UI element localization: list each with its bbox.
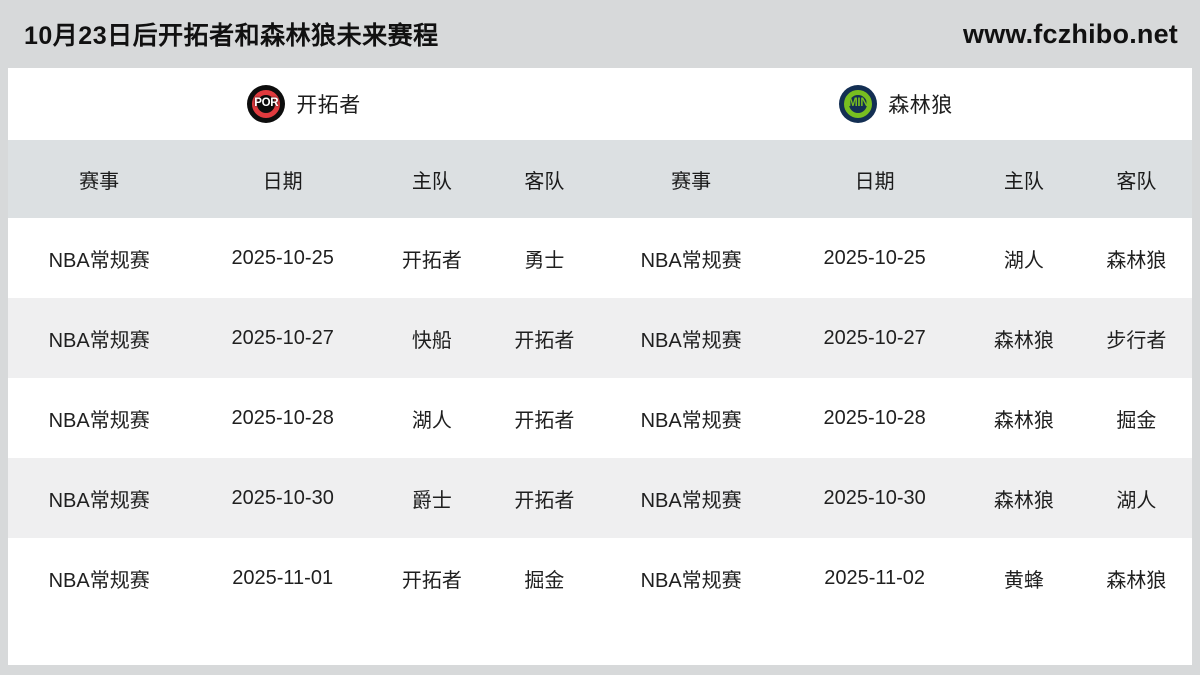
cell-left-home: 开拓者 <box>375 538 489 618</box>
cell-left-event: NBA常规赛 <box>8 218 191 298</box>
cell-left-away: 勇士 <box>488 218 600 298</box>
cell-right-away: 步行者 <box>1080 298 1192 378</box>
timberwolves-team-name: 森林狼 <box>888 94 953 117</box>
cell-right-home: 森林狼 <box>967 378 1081 458</box>
column-header-home-right[interactable]: 主队 <box>967 140 1081 218</box>
column-header-away-right[interactable]: 客队 <box>1080 140 1192 218</box>
cell-right-date: 2025-11-02 <box>782 538 967 618</box>
cell-left-home: 开拓者 <box>375 218 489 298</box>
cell-right-date: 2025-10-28 <box>782 378 967 458</box>
table-row[interactable]: NBA常规赛 2025-10-28 湖人 开拓者 NBA常规赛 2025-10-28 森林狼… <box>8 378 1192 458</box>
cell-left-home: 湖人 <box>375 378 489 458</box>
timberwolves-logo-abbr: MIN <box>848 97 869 110</box>
blazers-logo-icon: POR <box>247 85 286 123</box>
table-head: 赛事 日期 主队 客队 赛事 日期 主队 客队 <box>8 140 1192 218</box>
cell-right-event: NBA常规赛 <box>599 458 783 538</box>
cell-left-date: 2025-10-27 <box>190 298 376 378</box>
cell-left-event: NBA常规赛 <box>8 298 191 378</box>
cell-right-date: 2025-10-27 <box>782 298 967 378</box>
table-row[interactable]: NBA常规赛 2025-10-27 快船 开拓者 NBA常规赛 2025-10-27 森林狼… <box>8 298 1192 378</box>
blazers-team-name: 开拓者 <box>296 94 361 117</box>
blazers-logo-abbr: POR <box>254 97 279 110</box>
site-watermark: www.fczhibo.net <box>963 18 1178 49</box>
cell-right-away: 掘金 <box>1080 378 1192 458</box>
team-header-timberwolves[interactable]: MIN 森林狼 <box>600 68 1192 140</box>
cell-left-away: 开拓者 <box>488 378 600 458</box>
table-header-row: 赛事 日期 主队 客队 赛事 日期 主队 客队 <box>8 140 1192 218</box>
team-header-row: POR 开拓者 MIN 森林狼 <box>8 68 1192 140</box>
table-bottom-filler <box>8 618 1192 665</box>
table-body: NBA常规赛 2025-10-25 开拓者 勇士 NBA常规赛 2025-10-25 湖人森… <box>8 218 1192 618</box>
cell-right-home: 湖人 <box>967 218 1081 298</box>
logo-ring <box>844 90 873 118</box>
title-bar: 10月23日后开拓者和森林狼未来赛程 www.fczhibo.net <box>0 0 1200 68</box>
table-row[interactable]: NBA常规赛 2025-10-25 开拓者 勇士 NBA常规赛 2025-10-25 湖人森… <box>8 218 1192 298</box>
cell-left-away: 开拓者 <box>488 298 600 378</box>
column-header-event-left[interactable]: 赛事 <box>8 140 191 218</box>
timberwolves-logo-icon: MIN <box>839 85 878 123</box>
schedule-table-wrapper: 赛事 日期 主队 客队 赛事 日期 主队 客队 NBA常规赛 2025-10-25… <box>8 140 1192 665</box>
cell-right-home: 森林狼 <box>967 458 1081 538</box>
column-header-home-left[interactable]: 主队 <box>375 140 489 218</box>
schedule-table: 赛事 日期 主队 客队 赛事 日期 主队 客队 NBA常规赛 2025-10-25… <box>8 140 1192 618</box>
cell-left-event: NBA常规赛 <box>8 378 191 458</box>
cell-left-home: 快船 <box>375 298 489 378</box>
cell-right-event: NBA常规赛 <box>599 378 783 458</box>
cell-right-event: NBA常规赛 <box>599 298 783 378</box>
cell-left-event: NBA常规赛 <box>8 538 191 618</box>
cell-left-away: 开拓者 <box>488 458 600 538</box>
column-header-date-left[interactable]: 日期 <box>190 140 376 218</box>
cell-left-date: 2025-10-30 <box>190 458 376 538</box>
cell-left-event: NBA常规赛 <box>8 458 191 538</box>
cell-right-event: NBA常规赛 <box>599 218 783 298</box>
cell-right-away: 湖人 <box>1080 458 1192 538</box>
cell-left-home: 爵士 <box>375 458 489 538</box>
cell-right-date: 2025-10-25 <box>782 218 967 298</box>
cell-left-date: 2025-11-01 <box>190 538 376 618</box>
column-header-date-right[interactable]: 日期 <box>782 140 967 218</box>
cell-right-home: 森林狼 <box>967 298 1081 378</box>
cell-right-home: 黄蜂 <box>967 538 1081 618</box>
cell-left-away: 掘金 <box>488 538 600 618</box>
logo-ring <box>252 90 281 118</box>
cell-right-away: 森林狼 <box>1080 538 1192 618</box>
team-header-blazers[interactable]: POR 开拓者 <box>8 68 600 140</box>
cell-right-away: 森林狼 <box>1080 218 1192 298</box>
cell-left-date: 2025-10-28 <box>190 378 376 458</box>
schedule-card: POR 开拓者 MIN 森林狼 赛事 日期 主队 客队 <box>8 68 1192 665</box>
cell-left-date: 2025-10-25 <box>190 218 376 298</box>
page-title: 10月23日后开拓者和森林狼未来赛程 <box>24 22 439 50</box>
column-header-event-right[interactable]: 赛事 <box>599 140 783 218</box>
table-row[interactable]: NBA常规赛 2025-11-01 开拓者 掘金 NBA常规赛 2025-11-02 黄蜂森… <box>8 538 1192 618</box>
column-header-away-left[interactable]: 客队 <box>488 140 600 218</box>
table-row[interactable]: NBA常规赛 2025-10-30 爵士 开拓者 NBA常规赛 2025-10-30 森林狼… <box>8 458 1192 538</box>
cell-right-date: 2025-10-30 <box>782 458 967 538</box>
cell-right-event: NBA常规赛 <box>599 538 783 618</box>
